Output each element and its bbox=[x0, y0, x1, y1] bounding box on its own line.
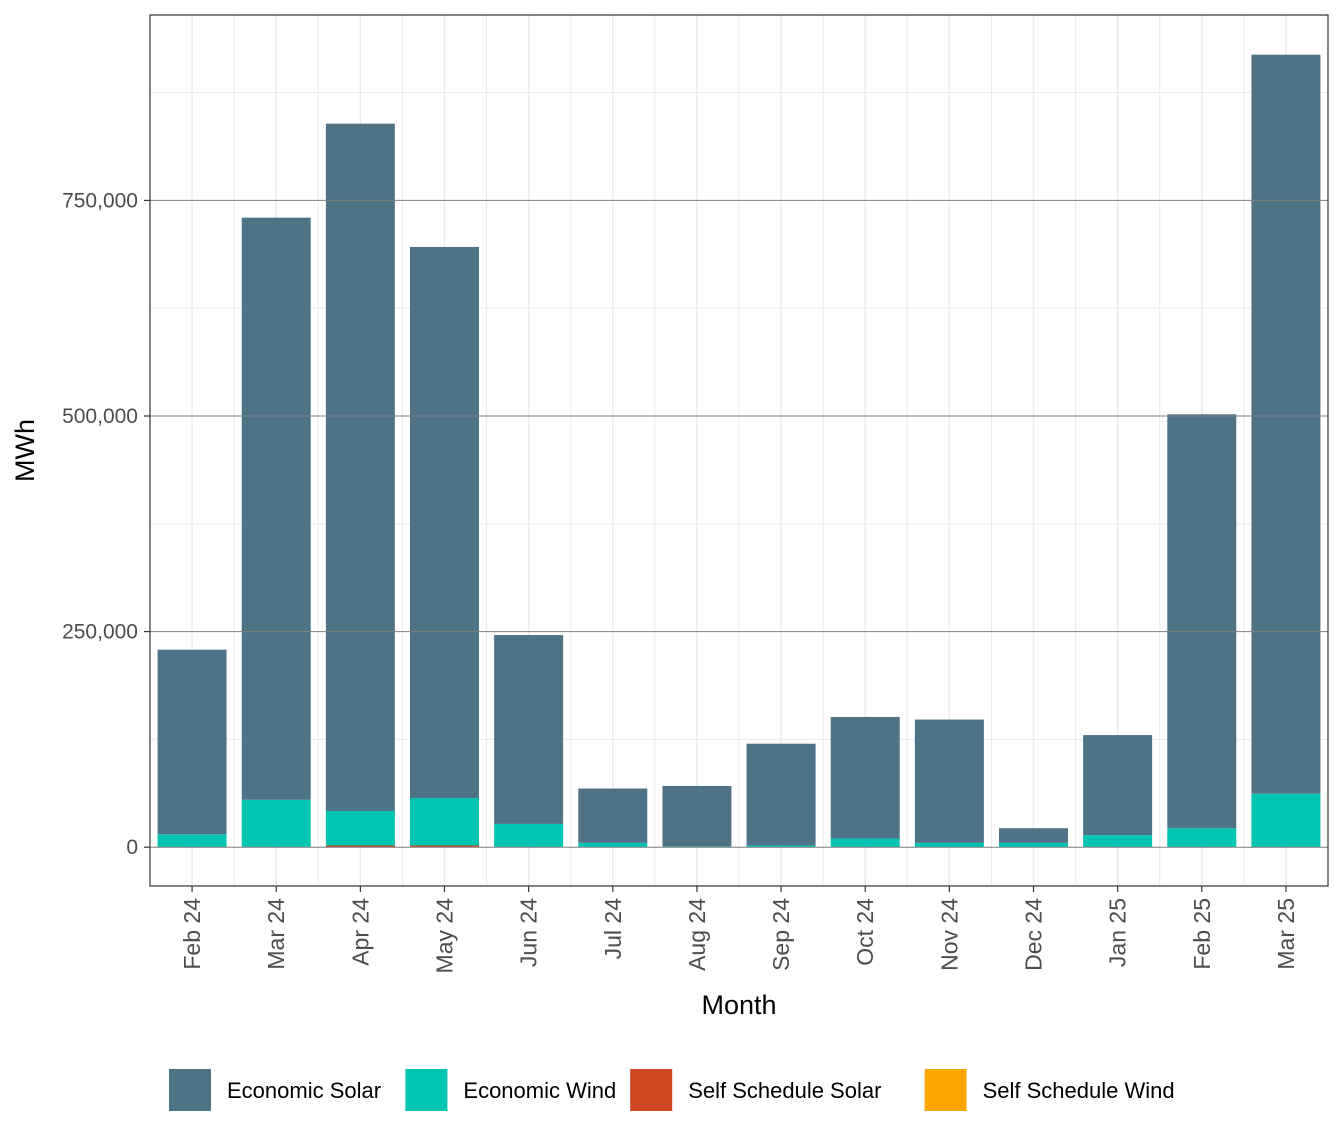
x-tick-label: May 24 bbox=[432, 898, 458, 974]
legend-key-self-schedule-solar bbox=[630, 1069, 673, 1111]
y-tick-label: 250,000 bbox=[62, 621, 138, 644]
legend-item-self-schedule-solar: Self Schedule Solar bbox=[630, 1069, 881, 1111]
bar-segment-economic-solar-apr-24 bbox=[325, 123, 395, 811]
bars-layer bbox=[150, 54, 1328, 848]
legend-key-economic-wind bbox=[405, 1069, 448, 1111]
x-axis-title: Month bbox=[701, 990, 776, 1020]
legend: Economic Solar Economic Wind Self Schedule… bbox=[169, 1069, 1175, 1111]
bar-segment-economic-solar-feb-24 bbox=[157, 649, 227, 835]
x-tick-label: Aug 24 bbox=[684, 898, 710, 971]
bar-segment-economic-wind-mar-25 bbox=[1251, 793, 1321, 848]
bar-segment-economic-solar-oct-24 bbox=[830, 716, 900, 839]
bar-segment-economic-wind-feb-25 bbox=[1167, 828, 1237, 848]
legend-label-self-schedule-solar: Self Schedule Solar bbox=[688, 1078, 881, 1103]
x-tick-label: Mar 24 bbox=[263, 898, 289, 970]
bar-segment-economic-wind-nov-24 bbox=[914, 842, 984, 848]
axis-layer: 0 250,000 500,000 750,000 Feb 24 Mar 24 Apr 24… bbox=[62, 189, 1299, 973]
bar-segment-economic-wind-mar-24 bbox=[241, 799, 311, 848]
y-tick-label: 0 bbox=[126, 836, 138, 859]
bar-segment-economic-wind-jun-24 bbox=[494, 823, 564, 848]
x-tick-label: Sep 24 bbox=[768, 898, 794, 971]
y-tick-label: 750,000 bbox=[62, 189, 138, 212]
x-tick-label: Nov 24 bbox=[936, 898, 962, 971]
x-tick-label: Feb 25 bbox=[1189, 898, 1215, 970]
x-tick-label: Jan 25 bbox=[1105, 898, 1131, 967]
bar-segment-economic-wind-apr-24 bbox=[325, 810, 395, 846]
x-tick-label: Feb 24 bbox=[179, 898, 205, 970]
bar-segment-economic-solar-nov-24 bbox=[914, 719, 984, 843]
bar-segment-economic-solar-aug-24 bbox=[662, 785, 732, 847]
panel-border bbox=[149, 14, 1329, 887]
y-tick-label: 500,000 bbox=[62, 405, 138, 428]
legend-item-economic-solar: Economic Solar bbox=[169, 1069, 381, 1111]
bar-segment-economic-solar-mar-24 bbox=[241, 217, 311, 800]
bar-segment-economic-solar-may-24 bbox=[410, 246, 479, 799]
x-tick-label: Dec 24 bbox=[1021, 898, 1047, 971]
bar-segment-self-schedule-solar-apr-24 bbox=[325, 845, 395, 848]
bar-segment-economic-solar-jan-25 bbox=[1083, 735, 1153, 836]
legend-label-economic-wind: Economic Wind bbox=[463, 1078, 616, 1103]
x-tick-label: Oct 24 bbox=[852, 898, 878, 966]
bar-segment-self-schedule-solar-may-24 bbox=[410, 845, 479, 848]
legend-key-economic-solar bbox=[169, 1069, 211, 1111]
bar-segment-economic-solar-jun-24 bbox=[494, 635, 564, 824]
x-tick-label: Apr 24 bbox=[347, 898, 373, 966]
legend-label-economic-solar: Economic Solar bbox=[227, 1078, 381, 1103]
bar-segment-economic-wind-oct-24 bbox=[830, 838, 900, 848]
legend-key-self-schedule-wind bbox=[924, 1069, 967, 1111]
bar-segment-economic-wind-jan-25 bbox=[1083, 835, 1153, 848]
bar-segment-economic-wind-jul-24 bbox=[578, 842, 648, 848]
x-tick-label: Mar 25 bbox=[1273, 898, 1299, 970]
bar-segment-economic-solar-feb-25 bbox=[1167, 414, 1237, 829]
y-axis-title: MWh bbox=[10, 419, 40, 482]
bar-segment-economic-solar-jul-24 bbox=[578, 788, 648, 843]
legend-item-economic-wind: Economic Wind bbox=[405, 1069, 616, 1111]
bar-segment-economic-wind-feb-24 bbox=[157, 834, 227, 848]
bar-segment-economic-wind-sep-24 bbox=[746, 845, 816, 848]
legend-label-self-schedule-wind: Self Schedule Wind bbox=[983, 1078, 1175, 1103]
bar-segment-economic-solar-mar-25 bbox=[1251, 54, 1321, 794]
bar-segment-economic-wind-dec-24 bbox=[999, 842, 1068, 848]
x-tick-label: Jun 24 bbox=[516, 898, 542, 967]
bar-segment-economic-solar-dec-24 bbox=[999, 828, 1068, 843]
bar-segment-economic-solar-sep-24 bbox=[746, 743, 816, 846]
x-tick-label: Jul 24 bbox=[600, 898, 626, 960]
legend-item-self-schedule-wind: Self Schedule Wind bbox=[924, 1069, 1175, 1111]
bar-segment-economic-wind-may-24 bbox=[410, 798, 479, 846]
